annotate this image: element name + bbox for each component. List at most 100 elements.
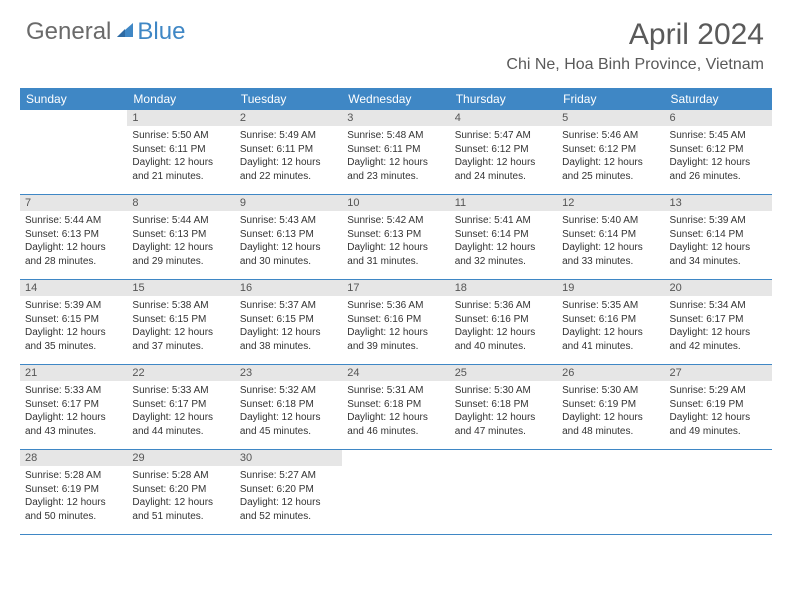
day-number: 5 [557, 110, 664, 126]
day-daylight1: Daylight: 12 hours [25, 496, 122, 510]
day-daylight2: and 23 minutes. [347, 170, 444, 184]
day-daylight1: Daylight: 12 hours [132, 496, 229, 510]
day-content: Sunrise: 5:39 AMSunset: 6:14 PMDaylight:… [665, 211, 772, 273]
day-cell: 20Sunrise: 5:34 AMSunset: 6:17 PMDayligh… [665, 280, 772, 364]
logo-general-text: General [26, 18, 111, 46]
day-daylight2: and 26 minutes. [670, 170, 767, 184]
day-daylight2: and 29 minutes. [132, 255, 229, 269]
day-cell: 13Sunrise: 5:39 AMSunset: 6:14 PMDayligh… [665, 195, 772, 279]
day-daylight1: Daylight: 12 hours [132, 411, 229, 425]
day-sunset: Sunset: 6:15 PM [25, 313, 122, 327]
day-sunrise: Sunrise: 5:27 AM [240, 469, 337, 483]
day-number: 14 [20, 280, 127, 296]
day-content: Sunrise: 5:43 AMSunset: 6:13 PMDaylight:… [235, 211, 342, 273]
day-number: 28 [20, 450, 127, 466]
day-daylight2: and 22 minutes. [240, 170, 337, 184]
day-cell: 3Sunrise: 5:48 AMSunset: 6:11 PMDaylight… [342, 110, 449, 194]
day-daylight1: Daylight: 12 hours [347, 411, 444, 425]
day-daylight2: and 41 minutes. [562, 340, 659, 354]
day-sunrise: Sunrise: 5:45 AM [670, 129, 767, 143]
day-content: Sunrise: 5:28 AMSunset: 6:19 PMDaylight:… [20, 466, 127, 528]
logo-sail-icon [115, 21, 135, 44]
day-content: Sunrise: 5:31 AMSunset: 6:18 PMDaylight:… [342, 381, 449, 443]
day-daylight2: and 49 minutes. [670, 425, 767, 439]
day-daylight1: Daylight: 12 hours [347, 156, 444, 170]
day-number: 7 [20, 195, 127, 211]
day-content: Sunrise: 5:50 AMSunset: 6:11 PMDaylight:… [127, 126, 234, 188]
day-sunset: Sunset: 6:12 PM [670, 143, 767, 157]
day-number: 10 [342, 195, 449, 211]
day-number: 26 [557, 365, 664, 381]
weekday-header-row: SundayMondayTuesdayWednesdayThursdayFrid… [20, 88, 772, 110]
calendar-week-row: 1Sunrise: 5:50 AMSunset: 6:11 PMDaylight… [20, 110, 772, 195]
day-cell [450, 450, 557, 534]
day-sunrise: Sunrise: 5:38 AM [132, 299, 229, 313]
day-number: 9 [235, 195, 342, 211]
day-daylight1: Daylight: 12 hours [240, 411, 337, 425]
day-cell: 24Sunrise: 5:31 AMSunset: 6:18 PMDayligh… [342, 365, 449, 449]
calendar-weeks: 1Sunrise: 5:50 AMSunset: 6:11 PMDaylight… [20, 110, 772, 535]
day-daylight1: Daylight: 12 hours [347, 241, 444, 255]
day-daylight2: and 32 minutes. [455, 255, 552, 269]
day-content: Sunrise: 5:34 AMSunset: 6:17 PMDaylight:… [665, 296, 772, 358]
day-sunrise: Sunrise: 5:39 AM [670, 214, 767, 228]
day-content: Sunrise: 5:36 AMSunset: 6:16 PMDaylight:… [342, 296, 449, 358]
day-content: Sunrise: 5:42 AMSunset: 6:13 PMDaylight:… [342, 211, 449, 273]
logo: General Blue [26, 18, 185, 46]
day-content: Sunrise: 5:33 AMSunset: 6:17 PMDaylight:… [127, 381, 234, 443]
day-number: 24 [342, 365, 449, 381]
day-number: 15 [127, 280, 234, 296]
day-content: Sunrise: 5:37 AMSunset: 6:15 PMDaylight:… [235, 296, 342, 358]
day-sunset: Sunset: 6:20 PM [132, 483, 229, 497]
day-daylight2: and 33 minutes. [562, 255, 659, 269]
calendar-week-row: 14Sunrise: 5:39 AMSunset: 6:15 PMDayligh… [20, 280, 772, 365]
header: General Blue April 2024 Chi Ne, Hoa Binh… [0, 0, 792, 82]
day-content: Sunrise: 5:46 AMSunset: 6:12 PMDaylight:… [557, 126, 664, 188]
day-daylight2: and 35 minutes. [25, 340, 122, 354]
day-sunrise: Sunrise: 5:30 AM [455, 384, 552, 398]
day-number: 16 [235, 280, 342, 296]
day-number: 11 [450, 195, 557, 211]
day-daylight2: and 28 minutes. [25, 255, 122, 269]
day-cell [665, 450, 772, 534]
day-cell: 11Sunrise: 5:41 AMSunset: 6:14 PMDayligh… [450, 195, 557, 279]
day-content: Sunrise: 5:45 AMSunset: 6:12 PMDaylight:… [665, 126, 772, 188]
day-sunrise: Sunrise: 5:42 AM [347, 214, 444, 228]
day-cell: 7Sunrise: 5:44 AMSunset: 6:13 PMDaylight… [20, 195, 127, 279]
calendar-week-row: 28Sunrise: 5:28 AMSunset: 6:19 PMDayligh… [20, 450, 772, 535]
day-sunset: Sunset: 6:20 PM [240, 483, 337, 497]
day-sunset: Sunset: 6:17 PM [670, 313, 767, 327]
day-daylight2: and 31 minutes. [347, 255, 444, 269]
day-daylight1: Daylight: 12 hours [240, 241, 337, 255]
day-daylight2: and 52 minutes. [240, 510, 337, 524]
day-content: Sunrise: 5:32 AMSunset: 6:18 PMDaylight:… [235, 381, 342, 443]
day-sunrise: Sunrise: 5:28 AM [25, 469, 122, 483]
day-content: Sunrise: 5:41 AMSunset: 6:14 PMDaylight:… [450, 211, 557, 273]
day-sunrise: Sunrise: 5:30 AM [562, 384, 659, 398]
day-cell: 26Sunrise: 5:30 AMSunset: 6:19 PMDayligh… [557, 365, 664, 449]
day-daylight2: and 34 minutes. [670, 255, 767, 269]
day-content: Sunrise: 5:39 AMSunset: 6:15 PMDaylight:… [20, 296, 127, 358]
day-cell: 30Sunrise: 5:27 AMSunset: 6:20 PMDayligh… [235, 450, 342, 534]
day-daylight2: and 51 minutes. [132, 510, 229, 524]
day-cell: 18Sunrise: 5:36 AMSunset: 6:16 PMDayligh… [450, 280, 557, 364]
day-content: Sunrise: 5:47 AMSunset: 6:12 PMDaylight:… [450, 126, 557, 188]
day-sunset: Sunset: 6:19 PM [670, 398, 767, 412]
day-sunrise: Sunrise: 5:41 AM [455, 214, 552, 228]
day-content: Sunrise: 5:30 AMSunset: 6:19 PMDaylight:… [557, 381, 664, 443]
day-content: Sunrise: 5:35 AMSunset: 6:16 PMDaylight:… [557, 296, 664, 358]
day-cell: 19Sunrise: 5:35 AMSunset: 6:16 PMDayligh… [557, 280, 664, 364]
weekday-header: Monday [127, 88, 234, 110]
day-number: 1 [127, 110, 234, 126]
day-daylight1: Daylight: 12 hours [562, 156, 659, 170]
day-sunrise: Sunrise: 5:39 AM [25, 299, 122, 313]
day-content: Sunrise: 5:29 AMSunset: 6:19 PMDaylight:… [665, 381, 772, 443]
weekday-header: Wednesday [342, 88, 449, 110]
day-number: 25 [450, 365, 557, 381]
day-daylight1: Daylight: 12 hours [562, 326, 659, 340]
day-daylight1: Daylight: 12 hours [670, 241, 767, 255]
day-sunset: Sunset: 6:19 PM [562, 398, 659, 412]
day-sunset: Sunset: 6:14 PM [455, 228, 552, 242]
day-number: 18 [450, 280, 557, 296]
day-cell: 27Sunrise: 5:29 AMSunset: 6:19 PMDayligh… [665, 365, 772, 449]
